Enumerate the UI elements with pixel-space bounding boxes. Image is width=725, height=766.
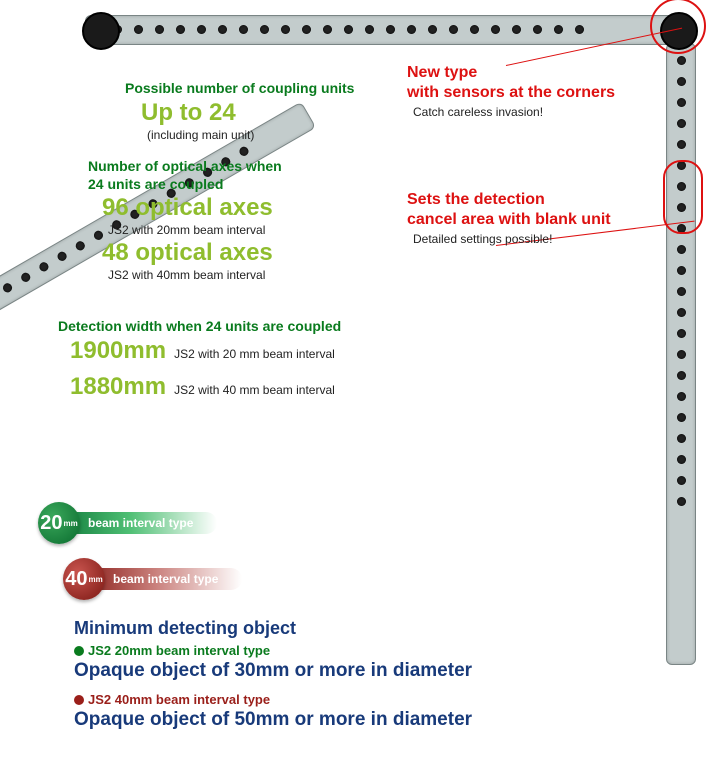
callout-sub: Catch careless invasion! [413,105,615,120]
badge-unit: mm [64,519,78,528]
callout-corner-sensor: New type with sensors at the corners Cat… [407,63,615,120]
callout-circle-corner [650,0,706,54]
optical-axis-value: 96 optical axes [102,193,282,223]
badge-label: beam interval type [83,568,242,590]
min-type-label: JS2 40mm beam interval type [74,692,472,707]
sensor-bar-vertical [666,43,696,665]
callout-line: cancel area with blank unit [407,210,611,230]
min-type-text: JS2 20mm beam interval type [88,643,270,658]
width-value: 1900mm [70,336,166,366]
badge-number: 40 [65,568,87,591]
coupling-note: (including main unit) [147,128,354,143]
badge-label: beam interval type [58,512,217,534]
coupling-heading: Possible number of coupling units [125,80,354,98]
badge-unit: mm [89,575,103,584]
badge-disc-green: 20 mm [38,502,80,544]
optical-heading-line: Number of optical axes when [88,158,282,176]
callout-line: New type [407,63,615,83]
beam-interval-badge-40mm: 40 mm beam interval type [63,558,242,600]
callout-line: with sensors at the corners [407,83,615,103]
coupling-units-block: Possible number of coupling units Up to … [125,80,354,143]
callout-cancel-area: Sets the detection cancel area with blan… [407,190,611,247]
bullet-icon [74,695,84,705]
callout-sub: Detailed settings possible! [413,232,611,247]
optical-axes-block: Number of optical axes when 24 units are… [88,158,282,283]
coupling-value: Up to 24 [141,98,354,128]
optical-axis-note: JS2 with 20mm beam interval [108,223,282,238]
width-note: JS2 with 20 mm beam interval [174,347,335,362]
beam-interval-badge-20mm: 20 mm beam interval type [38,502,217,544]
badge-disc-red: 40 mm [63,558,105,600]
badge-number: 20 [40,512,62,535]
width-note: JS2 with 40 mm beam interval [174,383,335,398]
sensor-bar-horizontal [85,15,687,45]
min-heading: Minimum detecting object [74,618,472,639]
min-type-text: JS2 40mm beam interval type [88,692,270,707]
min-detecting-block: Minimum detecting object JS2 20mm beam i… [74,618,472,741]
page-root: Possible number of coupling units Up to … [0,0,725,766]
width-heading: Detection width when 24 units are couple… [58,318,341,336]
callout-line: Sets the detection [407,190,611,210]
min-type-value: Opaque object of 50mm or more in diamete… [74,709,472,731]
optical-axis-note: JS2 with 40mm beam interval [108,268,282,283]
optical-axis-value: 48 optical axes [102,238,282,268]
corner-joint [82,12,120,50]
detection-width-block: Detection width when 24 units are couple… [58,318,341,402]
optical-heading-line: 24 units are coupled [88,176,282,194]
width-value: 1880mm [70,372,166,402]
min-type-label: JS2 20mm beam interval type [74,643,472,658]
min-type-value: Opaque object of 30mm or more in diamete… [74,660,472,682]
bullet-icon [74,646,84,656]
